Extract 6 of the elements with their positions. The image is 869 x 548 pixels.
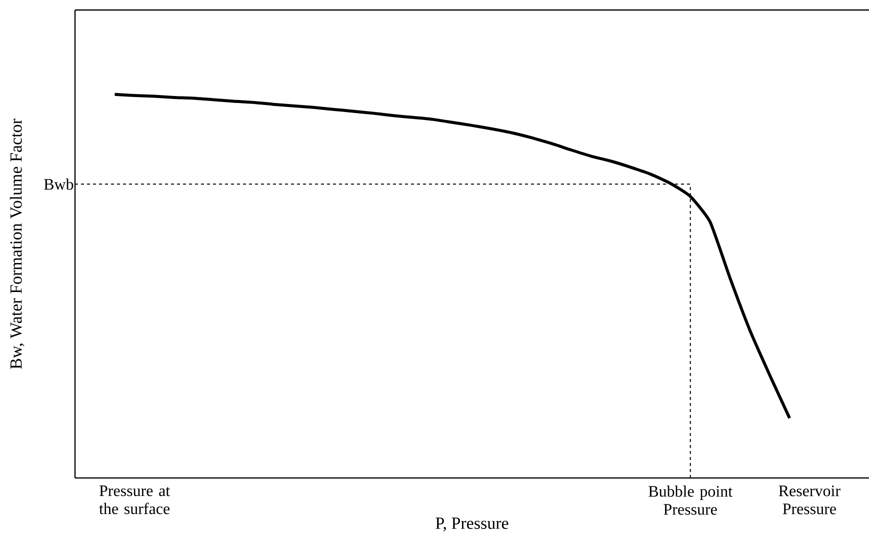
x-tick-label: Bubble point Pressure xyxy=(648,486,732,515)
ref-line-label: Bwb xyxy=(44,178,74,190)
x-tick-label: Pressure at the surface xyxy=(99,486,170,514)
x-tick-label: Reservoir Pressure xyxy=(778,486,840,514)
x-axis-title: P, Pressure xyxy=(436,518,508,532)
y-axis-title: Bw, Water Formation Volume Factor xyxy=(10,118,24,369)
